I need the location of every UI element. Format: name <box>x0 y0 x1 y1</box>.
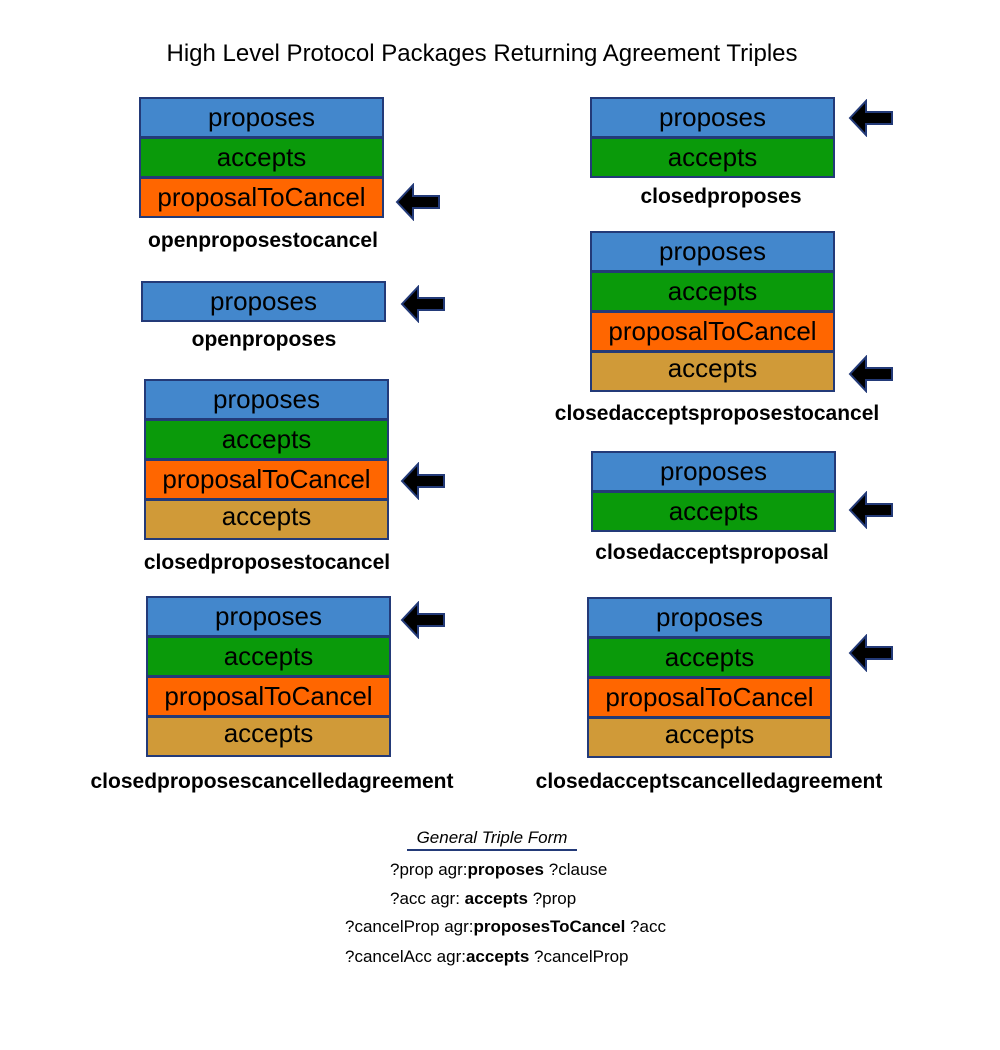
package-closedacceptsproposestocancel: proposes accepts proposalToCancel accepts <box>590 231 835 392</box>
block-proposes: proposes <box>146 596 391 637</box>
block-proposes: proposes <box>590 231 835 272</box>
legend-line: ?prop agr:proposes ?clause <box>390 860 607 880</box>
package-caption: closedacceptsproposal <box>595 541 829 564</box>
package-openproposestocancel: proposes accepts proposalToCancel <box>139 97 384 218</box>
diagram-title: High Level Protocol Packages Returning A… <box>166 40 798 67</box>
block-accepts-cancel: accepts <box>590 351 835 392</box>
block-proposal-to-cancel: proposalToCancel <box>590 311 835 352</box>
legend-title: General Triple Form <box>407 828 577 851</box>
package-caption: closedproposescancelledagreement <box>90 770 454 793</box>
package-closedproposescancelledagreement: proposes accepts proposalToCancel accepts <box>146 596 391 757</box>
package-caption: closedproposestocancel <box>143 551 391 574</box>
package-caption: closedacceptscancelledagreement <box>535 770 883 793</box>
package-caption: openproposes <box>191 328 337 351</box>
block-accepts-cancel: accepts <box>587 717 832 758</box>
legend-subject: ?acc agr: <box>390 889 465 908</box>
arrow-left-icon <box>848 98 894 138</box>
block-proposes: proposes <box>591 451 836 492</box>
arrow-left-icon <box>848 490 894 530</box>
legend-object: ?prop <box>527 889 577 908</box>
block-accepts: accepts <box>144 419 389 460</box>
block-accepts: accepts <box>590 137 835 178</box>
block-proposes: proposes <box>141 281 386 322</box>
package-caption: closedproposes <box>640 185 802 208</box>
package-caption: openproposestocancel <box>148 229 378 252</box>
legend-line: ?acc agr: accepts ?prop <box>390 889 576 909</box>
block-proposal-to-cancel: proposalToCancel <box>587 677 832 718</box>
block-proposal-to-cancel: proposalToCancel <box>144 459 389 500</box>
package-openproposes: proposes <box>141 281 386 322</box>
arrow-left-icon <box>400 600 446 640</box>
block-proposes: proposes <box>590 97 835 138</box>
arrow-left-icon <box>400 461 446 501</box>
legend-subject: ?cancelProp agr: <box>345 917 474 936</box>
legend-predicate: proposesToCancel <box>473 917 626 936</box>
package-caption: closedacceptsproposestocancel <box>554 402 880 425</box>
block-accepts: accepts <box>139 137 384 178</box>
package-closedproposestocancel: proposes accepts proposalToCancel accepts <box>144 379 389 540</box>
block-proposal-to-cancel: proposalToCancel <box>146 676 391 717</box>
arrow-left-icon <box>848 633 894 673</box>
block-proposes: proposes <box>139 97 384 138</box>
block-proposes: proposes <box>144 379 389 420</box>
arrow-left-icon <box>395 182 441 222</box>
package-closedacceptscancelledagreement: proposes accepts proposalToCancel accepts <box>587 597 832 758</box>
block-accepts: accepts <box>591 491 836 532</box>
block-proposal-to-cancel: proposalToCancel <box>139 177 384 218</box>
block-accepts: accepts <box>587 637 832 678</box>
legend-predicate: accepts <box>465 947 530 966</box>
block-accepts-cancel: accepts <box>146 716 391 757</box>
arrow-left-icon <box>848 354 894 394</box>
block-accepts: accepts <box>590 271 835 312</box>
legend-line: ?cancelProp agr:proposesToCancel ?acc <box>345 917 666 937</box>
package-closedacceptsproposal: proposes accepts <box>591 451 836 532</box>
block-accepts-cancel: accepts <box>144 499 389 540</box>
package-closedproposes: proposes accepts <box>590 97 835 178</box>
legend-object: ?acc <box>625 917 666 936</box>
legend-subject: ?prop agr: <box>390 860 468 879</box>
legend-predicate: proposes <box>467 860 545 879</box>
block-proposes: proposes <box>587 597 832 638</box>
legend-object: ?cancelProp <box>529 947 629 966</box>
block-accepts: accepts <box>146 636 391 677</box>
legend-predicate: accepts <box>464 889 528 908</box>
arrow-left-icon <box>400 284 446 324</box>
legend-line: ?cancelAcc agr:accepts ?cancelProp <box>345 947 629 967</box>
legend-subject: ?cancelAcc agr: <box>345 947 466 966</box>
legend-object: ?clause <box>544 860 608 879</box>
